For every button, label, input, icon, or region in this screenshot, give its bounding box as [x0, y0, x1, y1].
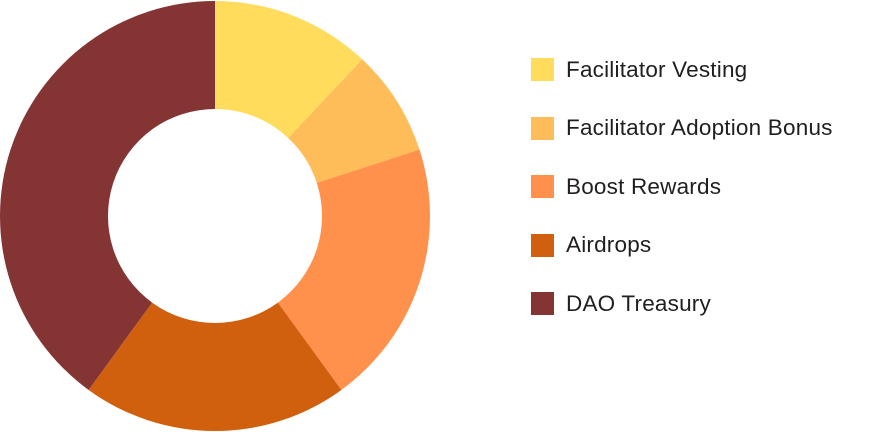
- donut-slice-facilitator-vesting: [215, 1, 363, 139]
- legend-label: Airdrops: [566, 232, 652, 257]
- legend-item: DAO Treasury: [531, 291, 833, 316]
- legend-item: Boost Rewards: [531, 174, 833, 199]
- legend-swatch: [531, 233, 554, 257]
- legend-label: Boost Rewards: [566, 173, 722, 199]
- legend-swatch: [531, 175, 554, 198]
- legend-item: Facilitator Vesting: [531, 57, 833, 82]
- donut-slice-boost-rewards: [277, 149, 431, 390]
- legend-swatch: [531, 116, 554, 140]
- donut-svg: [0, 1, 431, 431]
- legend-item: Airdrops: [531, 232, 833, 258]
- legend-item: Facilitator Adoption Bonus: [531, 115, 833, 141]
- legend-label: Facilitator Vesting: [566, 56, 748, 82]
- legend-label: DAO Treasury: [566, 290, 711, 316]
- donut-slice-dao-treasury: [0, 1, 215, 390]
- legend-swatch: [531, 292, 554, 315]
- donut-slice-facilitator-adoption-bonus: [288, 59, 420, 183]
- chart-legend: Facilitator Vesting Facilitator Adoption…: [531, 57, 833, 350]
- donut-slice-airdrops: [88, 302, 342, 431]
- legend-swatch: [531, 58, 554, 81]
- legend-label: Facilitator Adoption Bonus: [566, 115, 833, 140]
